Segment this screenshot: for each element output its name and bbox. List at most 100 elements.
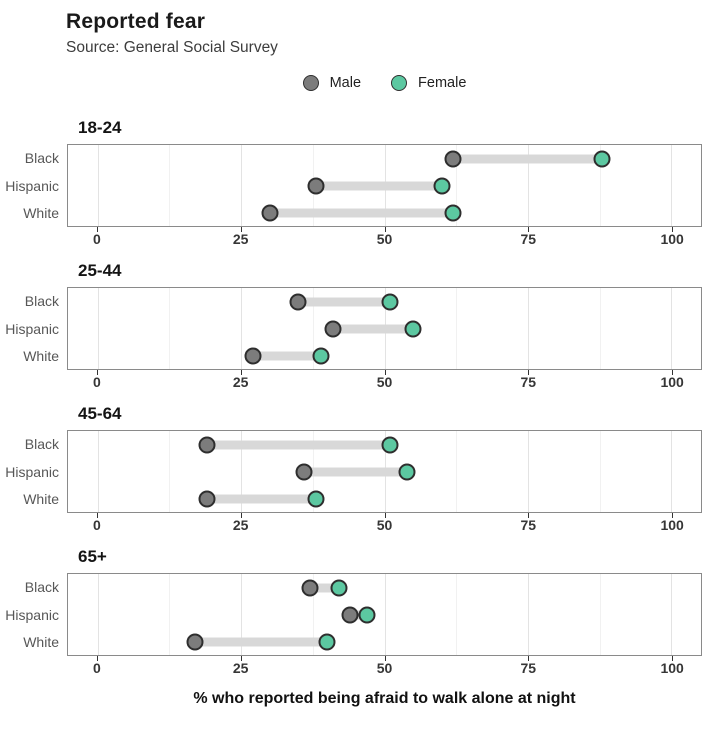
dumbbell-row-white [68,628,701,655]
major-gridline [97,145,99,226]
dumbbell-rows [68,288,701,369]
x-tick-mark [384,656,386,661]
plot-panel [67,287,702,370]
minor-gridline [456,145,458,226]
x-tick-mark [672,656,674,661]
y-label-hispanic: Hispanic [5,606,59,623]
y-label-white: White [23,205,59,222]
minor-gridline [456,574,458,655]
connector-bar [195,637,328,646]
minor-gridline [599,145,601,226]
x-tick-mark [96,513,98,518]
x-tick-mark [528,656,530,661]
plot-panel [67,573,702,656]
legend-label-male: Male [329,75,362,91]
major-gridline [671,288,673,369]
dumbbell-row-black [68,145,701,172]
x-tick-mark [528,513,530,518]
x-tick-label: 0 [92,517,101,533]
x-tick-mark [672,227,674,232]
major-gridline [384,574,386,655]
dumbbell-rows [68,431,701,512]
x-tick-mark [384,513,386,518]
y-label-black: Black [24,149,59,166]
y-label-hispanic: Hispanic [5,177,59,194]
x-tick-mark [240,513,242,518]
female-dot [318,633,336,650]
minor-gridline [599,431,601,512]
y-axis-labels: Black Hispanic White [0,430,67,513]
x-tick-mark [672,370,674,375]
facet-title: 18-24 [78,118,122,137]
facet-body: Black Hispanic White [0,573,714,656]
connector-bar [309,583,339,592]
minor-gridline [169,145,171,226]
legend-label-female: Female [418,75,467,91]
male-dot [324,320,342,337]
male-dot [198,490,216,507]
facet-title: 25-44 [78,261,122,280]
major-gridline [97,431,99,512]
facet-65+: 65+ Black Hispanic White 0 25 50 75 100 [0,547,714,678]
major-gridline [97,288,99,369]
facet-45-64: 45-64 Black Hispanic White 0 25 50 75 100 [0,404,714,535]
y-label-black: Black [24,292,59,309]
x-axis: 0 25 50 75 100 [67,370,702,392]
x-tick-label: 25 [232,231,249,247]
male-legend-dot-icon [302,75,319,91]
connector-bar [252,351,322,360]
dumbbell-rows [68,145,701,226]
female-dot [404,320,422,337]
plot-panel [67,144,702,227]
male-dot [444,150,462,167]
male-dot [295,463,313,480]
male-dot [198,436,216,453]
dumbbell-row-white [68,342,701,369]
female-dot [307,490,325,507]
x-tick-label: 50 [376,660,393,676]
male-dot [289,293,307,310]
facet-body: Black Hispanic White [0,287,714,370]
connector-bar [269,208,454,217]
minor-gridline [169,288,171,369]
major-gridline [241,288,243,369]
female-dot [358,606,376,623]
y-axis-labels: Black Hispanic White [0,287,67,370]
chart-title: Reported fear [66,10,206,33]
x-tick-label: 50 [376,517,393,533]
dumbbell-row-hispanic [68,172,701,199]
female-dot [381,436,399,453]
connector-bar [350,610,368,619]
dumbbell-row-black [68,288,701,315]
y-label-black: Black [24,578,59,595]
x-tick-mark [672,513,674,518]
y-axis-labels: Black Hispanic White [0,144,67,227]
major-gridline [671,431,673,512]
major-gridline [241,574,243,655]
connector-bar [332,324,414,333]
male-dot [341,606,359,623]
dumbbell-row-hispanic [68,315,701,342]
minor-gridline [169,574,171,655]
minor-gridline [312,574,314,655]
x-tick-label: 50 [376,374,393,390]
connector-bar [304,467,408,476]
dumbbell-row-hispanic [68,458,701,485]
major-gridline [671,574,673,655]
minor-gridline [312,288,314,369]
female-dot [433,177,451,194]
y-label-hispanic: Hispanic [5,320,59,337]
connector-bar [298,297,391,306]
x-axis: 0 25 50 75 100 [67,513,702,535]
male-dot [301,579,319,596]
major-gridline [241,431,243,512]
facet-body: Black Hispanic White [0,430,714,513]
x-tick-mark [240,227,242,232]
major-gridline [671,145,673,226]
legend: Male Female [67,75,702,91]
male-dot [186,633,204,650]
minor-gridline [599,574,601,655]
x-tick-label: 100 [660,374,684,390]
connector-bar [315,181,442,190]
